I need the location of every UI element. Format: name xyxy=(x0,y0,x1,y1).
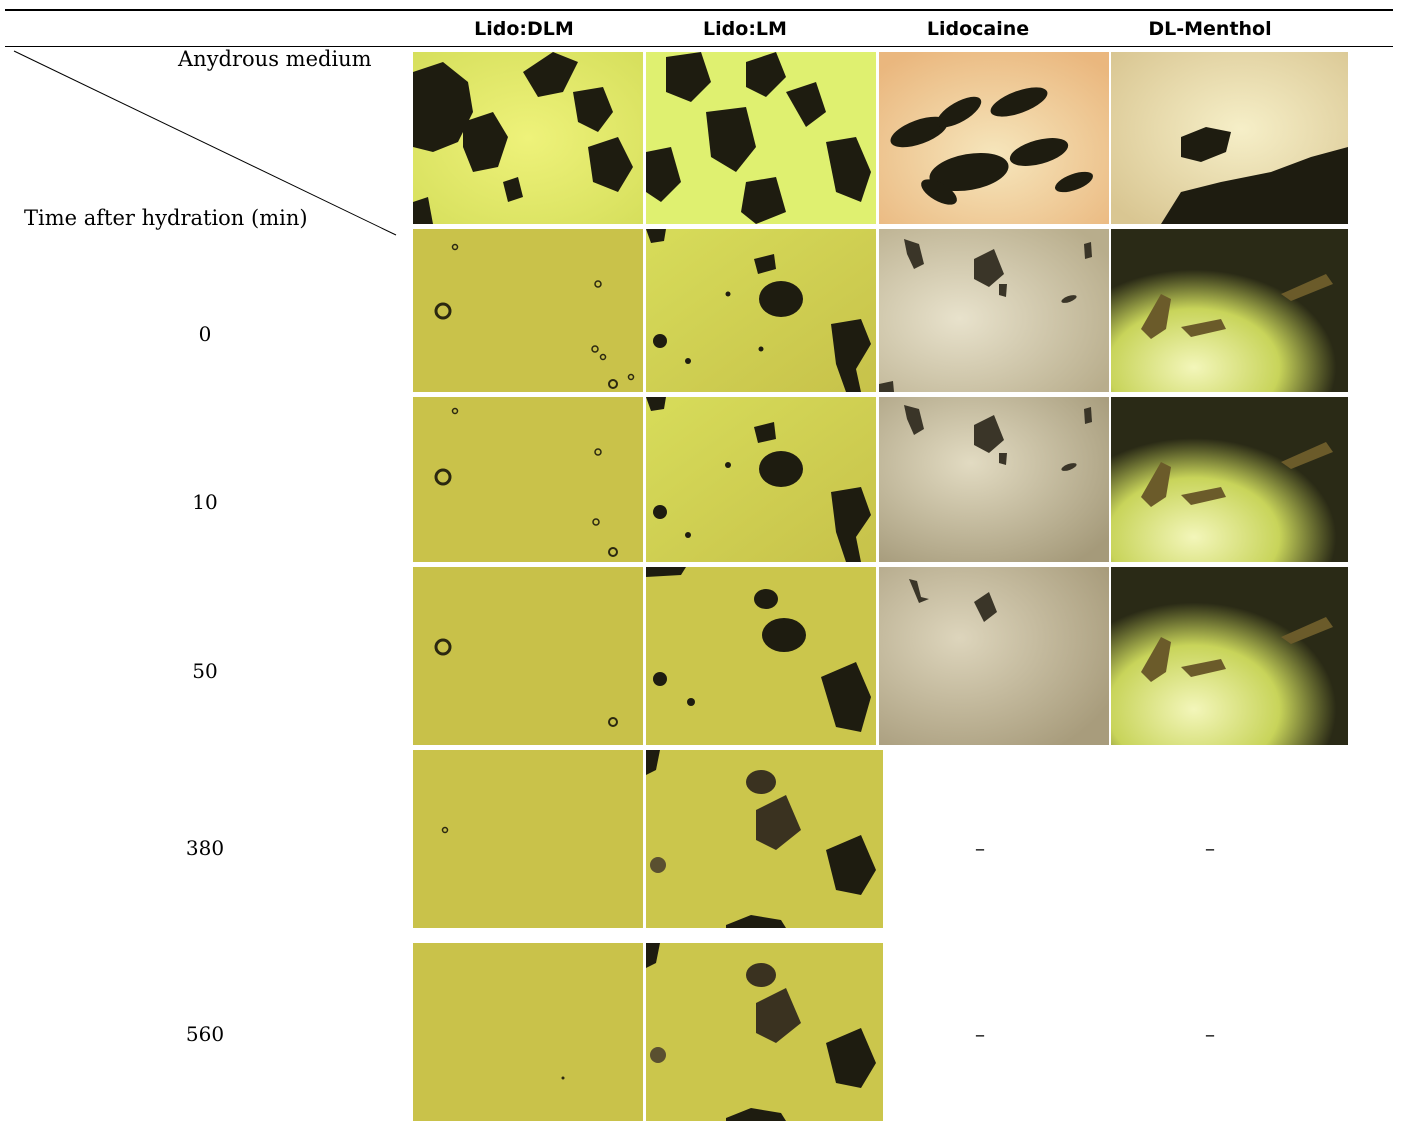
micrograph-lidocaine-0 xyxy=(879,229,1109,392)
row-label-50: 50 xyxy=(192,659,218,683)
micrograph-lido-dlm-50 xyxy=(413,567,643,745)
micrograph-lido-dlm-380 xyxy=(413,750,643,928)
micrograph-lido-dlm-0 xyxy=(413,229,643,392)
micrograph-dl-menthol-50 xyxy=(1111,567,1348,745)
micrograph-lido-lm-50 xyxy=(646,567,876,745)
micrograph-lidocaine-10 xyxy=(879,397,1109,562)
row-label-10: 10 xyxy=(192,490,218,514)
micrograph-lido-lm-anhydrous xyxy=(646,52,876,224)
micrograph-lidocaine-50 xyxy=(879,567,1109,745)
micrograph-lido-dlm-anhydrous xyxy=(413,52,643,224)
header-anhydrous-medium: Anydrous medium xyxy=(178,47,372,71)
row-label-380: 380 xyxy=(185,836,225,860)
micrograph-lidocaine-anhydrous xyxy=(879,52,1109,224)
micrograph-lido-dlm-10 xyxy=(413,397,643,562)
micrograph-lido-dlm-560 xyxy=(413,943,643,1121)
empty-cell-dl-menthol-560: – xyxy=(1205,1022,1215,1046)
micrograph-dl-menthol-10 xyxy=(1111,397,1348,562)
col-header-lidocaine: Lidocaine xyxy=(926,18,1030,40)
empty-cell-lidocaine-380: – xyxy=(975,836,985,860)
micrograph-lido-lm-560 xyxy=(646,943,883,1121)
micrograph-lido-lm-0 xyxy=(646,229,876,392)
header-diagonal-line xyxy=(13,50,397,236)
micrograph-dl-menthol-0 xyxy=(1111,229,1348,392)
empty-cell-dl-menthol-380: – xyxy=(1205,836,1215,860)
col-header-dl-menthol: DL-Menthol xyxy=(1148,18,1272,40)
row-label-560: 560 xyxy=(185,1022,225,1046)
micrograph-dl-menthol-anhydrous xyxy=(1111,52,1348,224)
row-label-0: 0 xyxy=(198,322,212,346)
table-header-rule xyxy=(5,46,1393,47)
micrograph-lido-lm-380 xyxy=(646,750,883,928)
header-time-after-hydration: Time after hydration (min) xyxy=(24,206,308,230)
col-header-lido-dlm: Lido:DLM xyxy=(474,18,574,40)
micrograph-lido-lm-10 xyxy=(646,397,876,562)
col-header-lido-lm: Lido:LM xyxy=(703,18,787,40)
empty-cell-lidocaine-560: – xyxy=(975,1022,985,1046)
table-top-rule xyxy=(5,9,1393,11)
